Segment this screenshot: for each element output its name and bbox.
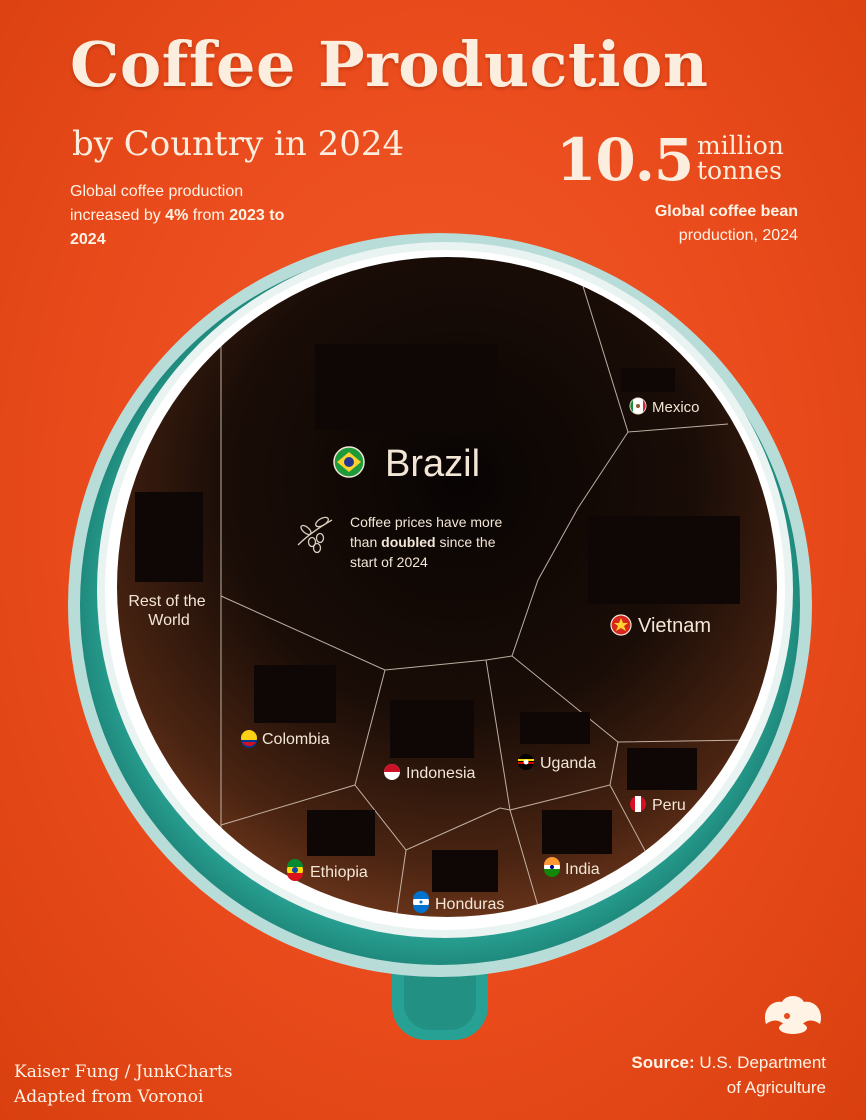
headline-caption: Global coffee bean production, 2024 bbox=[600, 200, 798, 248]
page-title: Coffee Production bbox=[70, 28, 709, 101]
region-label: Ethiopia bbox=[310, 864, 368, 881]
region-rest-of-world: Rest of the World bbox=[128, 593, 205, 629]
honduras-flag-icon bbox=[413, 891, 429, 913]
region-label: India bbox=[565, 861, 600, 878]
svg-text:Coffee prices have more: Coffee prices have more bbox=[350, 514, 502, 530]
region-label: Indonesia bbox=[406, 765, 475, 782]
region-label: Mexico bbox=[652, 399, 700, 416]
coffee-surface bbox=[117, 257, 777, 917]
region-label: Colombia bbox=[262, 731, 330, 748]
page-subtitle: by Country in 2024 bbox=[72, 124, 405, 164]
region-label: Uganda bbox=[540, 755, 596, 772]
region-label: Brazil bbox=[385, 443, 480, 485]
vietnam-flag-icon bbox=[610, 614, 632, 636]
growth-note-years: 2023 to 2024 bbox=[70, 207, 285, 248]
region-honduras: Honduras bbox=[413, 891, 504, 913]
region-india: India bbox=[544, 857, 600, 878]
region-mexico: Mexico bbox=[629, 397, 700, 416]
headline-unit-line2: tonnes bbox=[697, 156, 782, 185]
svg-text:Rest of the: Rest of the bbox=[128, 593, 205, 610]
region-indonesia: Indonesia bbox=[384, 764, 475, 782]
headline-value: 10.5 bbox=[556, 126, 694, 194]
india-flag-icon bbox=[544, 857, 560, 877]
value-blocks bbox=[135, 344, 740, 892]
source-line2: of Agriculture bbox=[726, 1078, 826, 1097]
region-vietnam: Vietnam bbox=[610, 614, 711, 637]
region-colombia: Colombia bbox=[241, 730, 330, 748]
svg-text:start of 2024: start of 2024 bbox=[350, 554, 428, 570]
brazil-flag-icon bbox=[333, 446, 365, 478]
region-label: Vietnam bbox=[638, 615, 711, 637]
headline-unit-line1: million bbox=[697, 131, 784, 160]
region-ethiopia: Ethiopia bbox=[287, 859, 368, 881]
headline-caption-rest: production, 2024 bbox=[678, 227, 798, 244]
credit: Kaiser Fung / JunkCharts Adapted from Vo… bbox=[14, 1060, 233, 1110]
indonesia-flag-icon bbox=[384, 764, 400, 780]
svg-text:than doubled since the: than doubled since the bbox=[350, 534, 496, 550]
publisher-logo-icon bbox=[764, 996, 822, 1034]
colombia-flag-icon bbox=[241, 730, 257, 748]
growth-note-pct: 4% bbox=[165, 207, 189, 224]
peru-flag-icon bbox=[630, 796, 646, 812]
headline-unit: million tonnes bbox=[697, 133, 807, 183]
mexico-flag-icon bbox=[629, 397, 647, 415]
uganda-flag-icon bbox=[518, 754, 534, 770]
region-peru: Peru bbox=[630, 796, 686, 814]
growth-note: Global coffee production increased by 4%… bbox=[70, 180, 300, 252]
source-label: Source: bbox=[631, 1053, 695, 1072]
credit-line2: Adapted from Voronoi bbox=[14, 1087, 204, 1107]
ethiopia-flag-icon bbox=[287, 859, 303, 881]
region-label: Peru bbox=[652, 797, 686, 814]
growth-note-prefix: Global coffee production increased by bbox=[70, 183, 244, 224]
region-brazil: Brazil bbox=[333, 443, 480, 485]
coffee-branch-icon bbox=[297, 516, 333, 554]
source-line1: U.S. Department bbox=[699, 1053, 826, 1072]
price-annotation: Coffee prices have more than doubled sin… bbox=[350, 514, 502, 570]
growth-note-mid: from bbox=[192, 207, 225, 224]
credit-line1: Kaiser Fung / JunkCharts bbox=[14, 1062, 233, 1082]
region-uganda: Uganda bbox=[518, 754, 596, 772]
svg-text:World: World bbox=[148, 612, 190, 629]
source-note: Source: U.S. Department of Agriculture bbox=[580, 1050, 826, 1100]
region-label: Honduras bbox=[435, 896, 504, 913]
headline-caption-bold: Global coffee bean bbox=[654, 203, 798, 220]
